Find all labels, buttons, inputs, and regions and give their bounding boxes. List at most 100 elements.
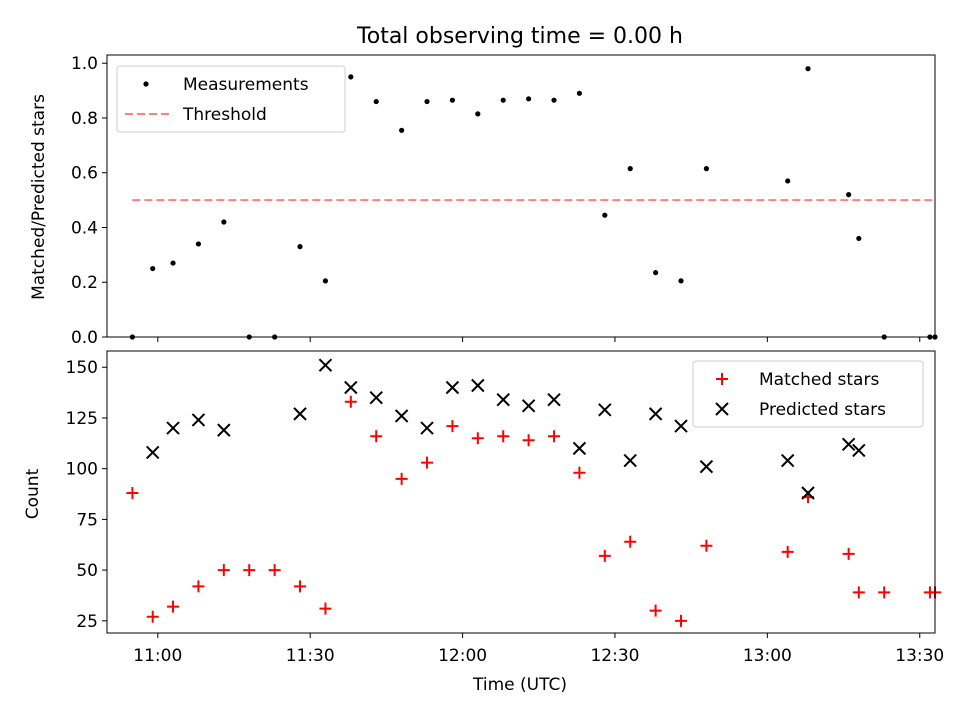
measurement-point: [348, 74, 354, 80]
matched-point: [649, 604, 662, 617]
matched-point: [243, 564, 256, 577]
count-panel: 25 50 75 100 125 150 11:00 11:30 12:00 12:30 13:00…: [66, 350, 944, 666]
predicted-point: [445, 380, 460, 395]
matched-point: [192, 580, 205, 593]
predicted-point: [780, 453, 795, 468]
count-legend: Matched stars Predicted stars: [692, 360, 924, 428]
matched-point: [878, 586, 891, 599]
y-tick-label: 125: [66, 409, 98, 429]
matched-point: [446, 420, 459, 433]
predicted-point: [146, 445, 160, 460]
predicted-point: [369, 390, 383, 405]
matched-point: [675, 614, 688, 627]
x-tick-label: 13:30: [895, 646, 944, 666]
matched-point: [842, 547, 855, 560]
predicted-point: [623, 453, 637, 468]
count-y-axis-label: Count: [23, 468, 43, 519]
matched-point: [700, 539, 713, 552]
y-tick-label: 0.4: [71, 218, 98, 238]
legend-predicted-label: Predicted stars: [759, 400, 886, 420]
y-tick-label: 0.0: [71, 328, 98, 348]
matched-point: [395, 472, 408, 485]
measurement-point: [846, 192, 852, 198]
predicted-point: [420, 421, 434, 435]
matched-point: [217, 564, 230, 577]
predicted-point: [852, 443, 866, 458]
measurement-point: [399, 127, 405, 133]
matched-point: [146, 610, 159, 623]
matched-point: [294, 580, 307, 593]
matched-point: [598, 549, 611, 562]
legend-matched-label: Matched stars: [759, 370, 879, 390]
matched-point: [548, 430, 561, 443]
y-tick-label: 50: [76, 561, 98, 581]
series-predicted-stars: [146, 358, 866, 500]
matched-point: [319, 602, 332, 615]
legend-predicted-marker: [715, 402, 729, 416]
axes-frame: [106, 350, 936, 634]
measurement-point: [424, 98, 430, 105]
measurement-point: [805, 66, 811, 72]
legend-measurements-marker: [143, 81, 149, 87]
measurement-point: [195, 241, 202, 247]
predicted-point: [674, 419, 688, 433]
legend-matched-marker: [716, 373, 728, 385]
matched-point: [126, 487, 139, 500]
predicted-point: [699, 459, 714, 474]
legend-threshold-label: Threshold: [182, 105, 267, 125]
predicted-point: [801, 486, 815, 500]
measurement-point: [678, 278, 684, 284]
matched-point: [852, 586, 865, 599]
chart-title: Total observing time = 0.00 h: [356, 24, 683, 49]
series-measurements: [129, 66, 938, 340]
y-tick-label: 0.8: [71, 109, 98, 129]
measurement-point: [653, 270, 659, 276]
ratio-panel: 0.0 0.2 0.4 0.6 0.8 1.0: [71, 54, 938, 348]
measurement-point: [551, 97, 557, 103]
predicted-point: [318, 358, 333, 372]
y-tick-label: 1.0: [71, 54, 98, 74]
predicted-point: [547, 392, 561, 407]
matched-point: [421, 456, 434, 469]
measurement-point: [785, 178, 791, 184]
measurement-point: [856, 235, 862, 242]
measurement-point: [373, 98, 379, 105]
y-tick-label: 75: [76, 510, 98, 530]
matched-point: [522, 434, 535, 447]
predicted-point: [521, 399, 536, 413]
predicted-point: [841, 437, 856, 452]
matched-point: [573, 466, 586, 479]
measurement-point: [500, 97, 506, 103]
measurement-point: [297, 244, 303, 250]
measurement-point: [703, 166, 710, 172]
x-tick-label: 12:30: [590, 646, 639, 666]
ratio-legend: Measurements Threshold: [116, 65, 346, 133]
predicted-point: [471, 378, 485, 393]
measurement-point: [221, 219, 227, 225]
predicted-point: [344, 380, 358, 395]
matched-point: [497, 430, 510, 443]
measurement-point: [170, 260, 176, 266]
matched-point: [268, 564, 281, 577]
predicted-point: [191, 413, 206, 427]
matched-point: [624, 535, 637, 548]
ratio-y-axis-label: Matched/Predicted stars: [29, 94, 49, 300]
predicted-point: [217, 423, 231, 437]
matched-point: [344, 395, 357, 408]
measurement-point: [602, 212, 608, 218]
matched-point: [471, 432, 484, 445]
measurement-point: [322, 278, 329, 284]
measurement-point: [526, 96, 532, 102]
predicted-point: [293, 407, 307, 421]
y-tick-label: 150: [66, 358, 98, 378]
legend-measurements-label: Measurements: [183, 75, 309, 95]
x-tick-label: 13:00: [743, 646, 792, 666]
x-tick-label: 11:00: [133, 646, 182, 666]
measurement-point: [576, 90, 583, 96]
measurement-point: [475, 111, 481, 117]
measurement-point: [449, 97, 456, 103]
matched-point: [781, 545, 794, 558]
y-tick-label: 100: [66, 460, 98, 480]
predicted-point: [394, 409, 409, 423]
y-tick-label: 0.2: [71, 273, 98, 293]
